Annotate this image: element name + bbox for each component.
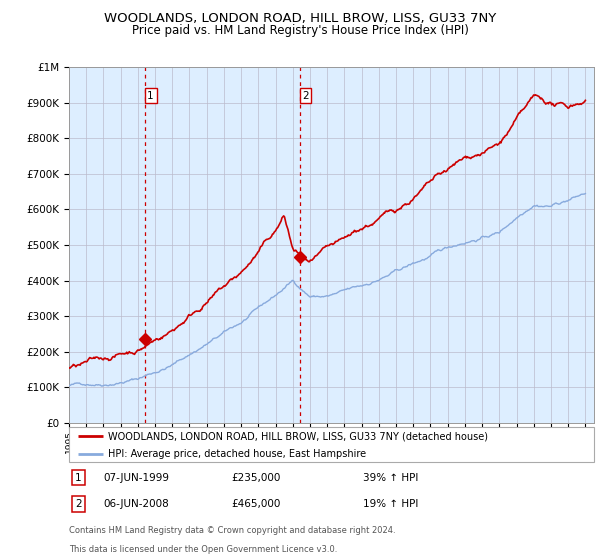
Text: £465,000: £465,000 <box>232 499 281 509</box>
Text: This data is licensed under the Open Government Licence v3.0.: This data is licensed under the Open Gov… <box>69 545 337 554</box>
Text: Contains HM Land Registry data © Crown copyright and database right 2024.: Contains HM Land Registry data © Crown c… <box>69 526 395 535</box>
Text: 1: 1 <box>147 91 154 101</box>
Text: HPI: Average price, detached house, East Hampshire: HPI: Average price, detached house, East… <box>109 449 367 459</box>
Text: £235,000: £235,000 <box>232 473 281 483</box>
Text: WOODLANDS, LONDON ROAD, HILL BROW, LISS, GU33 7NY: WOODLANDS, LONDON ROAD, HILL BROW, LISS,… <box>104 12 496 25</box>
Text: 2: 2 <box>75 499 82 509</box>
Text: 19% ↑ HPI: 19% ↑ HPI <box>363 499 418 509</box>
Text: 07-JUN-1999: 07-JUN-1999 <box>103 473 169 483</box>
Text: 1: 1 <box>75 473 82 483</box>
Text: 06-JUN-2008: 06-JUN-2008 <box>103 499 169 509</box>
Text: Price paid vs. HM Land Registry's House Price Index (HPI): Price paid vs. HM Land Registry's House … <box>131 24 469 36</box>
Text: WOODLANDS, LONDON ROAD, HILL BROW, LISS, GU33 7NY (detached house): WOODLANDS, LONDON ROAD, HILL BROW, LISS,… <box>109 431 488 441</box>
Text: 2: 2 <box>302 91 309 101</box>
Text: 39% ↑ HPI: 39% ↑ HPI <box>363 473 418 483</box>
